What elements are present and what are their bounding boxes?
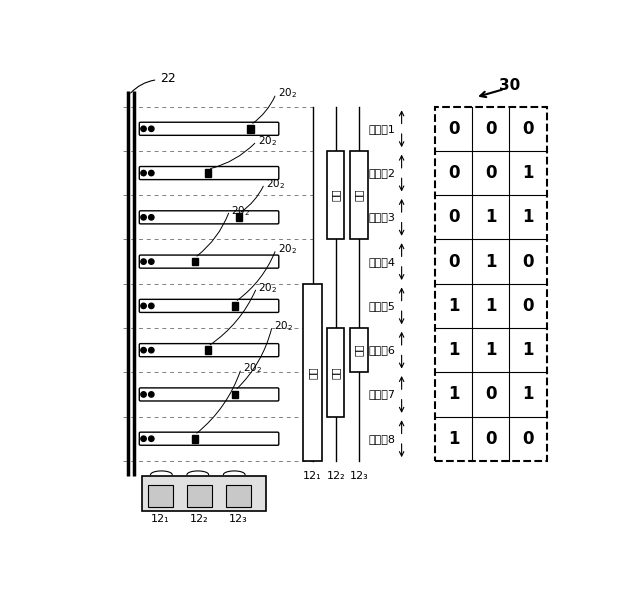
Text: 0: 0: [485, 430, 497, 448]
Text: オン: オン: [354, 189, 364, 202]
Text: 0: 0: [522, 120, 534, 138]
Circle shape: [141, 215, 147, 220]
Text: ゾーン3: ゾーン3: [369, 212, 396, 223]
Bar: [232, 302, 238, 310]
Text: ゾーン2: ゾーン2: [369, 168, 396, 178]
FancyBboxPatch shape: [140, 432, 279, 445]
Text: 1: 1: [522, 164, 534, 182]
Circle shape: [148, 347, 154, 353]
Text: $20_2$: $20_2$: [278, 86, 297, 100]
Text: $20_2$: $20_2$: [259, 134, 277, 148]
FancyBboxPatch shape: [140, 388, 279, 401]
Text: ゾーン4: ゾーン4: [369, 257, 396, 266]
Text: $20_2$: $20_2$: [243, 362, 262, 376]
FancyBboxPatch shape: [140, 344, 279, 357]
FancyBboxPatch shape: [140, 211, 279, 224]
Bar: [327, 151, 344, 239]
Text: 12₃: 12₃: [228, 514, 248, 524]
Bar: [351, 151, 367, 239]
Bar: [205, 169, 211, 177]
Circle shape: [148, 436, 154, 442]
Bar: [187, 485, 212, 507]
FancyBboxPatch shape: [140, 167, 279, 179]
Bar: [191, 435, 198, 443]
Circle shape: [141, 392, 147, 397]
Text: 0: 0: [448, 208, 460, 226]
Circle shape: [148, 259, 154, 265]
Circle shape: [141, 170, 147, 176]
Bar: [435, 107, 547, 461]
Text: 1: 1: [448, 341, 460, 359]
Text: 0: 0: [522, 253, 534, 271]
Circle shape: [148, 126, 154, 131]
Text: 30: 30: [499, 77, 521, 92]
Circle shape: [148, 215, 154, 220]
Text: 12₁: 12₁: [303, 471, 322, 481]
Text: $20_2$: $20_2$: [278, 242, 297, 256]
Text: ゾーン6: ゾーン6: [369, 345, 396, 355]
Text: 1: 1: [522, 208, 534, 226]
Text: ゾーン1: ゾーン1: [369, 124, 396, 134]
Text: 0: 0: [522, 430, 534, 448]
Circle shape: [141, 259, 147, 265]
Bar: [236, 214, 242, 221]
Text: ゾーン5: ゾーン5: [369, 301, 396, 311]
Circle shape: [141, 126, 147, 131]
Text: 1: 1: [485, 253, 497, 271]
Text: 0: 0: [448, 120, 460, 138]
Text: 22: 22: [160, 71, 175, 85]
Text: 1: 1: [485, 297, 497, 315]
Text: 0: 0: [448, 164, 460, 182]
Text: オン: オン: [307, 366, 317, 379]
Text: オン: オン: [331, 189, 340, 202]
Text: 12₁: 12₁: [151, 514, 170, 524]
Text: 1: 1: [522, 341, 534, 359]
Circle shape: [148, 392, 154, 397]
Text: $20_2$: $20_2$: [274, 319, 293, 333]
Circle shape: [141, 347, 147, 353]
FancyBboxPatch shape: [140, 255, 279, 268]
Text: 1: 1: [485, 341, 497, 359]
Text: 12₃: 12₃: [349, 471, 369, 481]
Bar: [226, 485, 250, 507]
Bar: [232, 391, 238, 398]
Bar: [205, 346, 211, 354]
Bar: [191, 258, 198, 265]
Text: 1: 1: [448, 385, 460, 403]
Text: 1: 1: [485, 208, 497, 226]
Text: 1: 1: [522, 385, 534, 403]
Text: オン: オン: [331, 366, 340, 379]
Circle shape: [141, 303, 147, 308]
Text: $20_2$: $20_2$: [231, 203, 250, 217]
FancyBboxPatch shape: [140, 122, 279, 136]
Text: ゾーン7: ゾーン7: [369, 389, 396, 400]
Text: 0: 0: [522, 297, 534, 315]
Circle shape: [148, 303, 154, 308]
Text: 12₂: 12₂: [326, 471, 345, 481]
Text: $20_2$: $20_2$: [266, 177, 285, 191]
Text: 0: 0: [485, 385, 497, 403]
Text: 0: 0: [485, 164, 497, 182]
Bar: [303, 284, 322, 461]
Text: 0: 0: [485, 120, 497, 138]
Text: 1: 1: [448, 297, 460, 315]
Text: $20_2$: $20_2$: [259, 281, 277, 295]
Text: オン: オン: [354, 344, 364, 356]
Bar: [248, 125, 253, 133]
Text: 1: 1: [448, 430, 460, 448]
Bar: [148, 485, 173, 507]
Bar: [142, 476, 266, 511]
FancyBboxPatch shape: [140, 299, 279, 313]
Circle shape: [141, 436, 147, 442]
Circle shape: [148, 170, 154, 176]
Text: ゾーン8: ゾーン8: [369, 434, 396, 444]
Bar: [351, 328, 367, 372]
Bar: [327, 328, 344, 416]
Text: 12₂: 12₂: [190, 514, 209, 524]
Text: 0: 0: [448, 253, 460, 271]
